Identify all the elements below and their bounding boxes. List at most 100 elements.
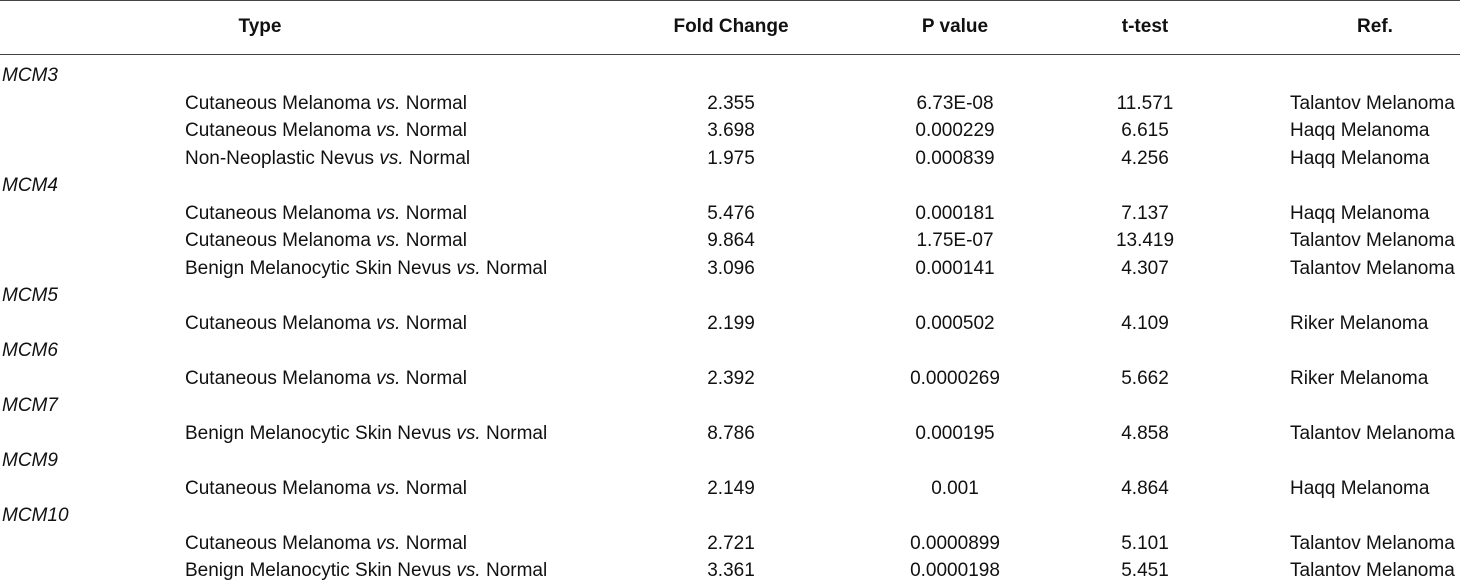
ref-cell: Talantov Melanoma xyxy=(1290,532,1455,554)
p-value-cell: 0.000502 xyxy=(915,312,995,334)
vs-text: vs. xyxy=(456,422,481,444)
gene-label: MCM9 xyxy=(2,450,58,471)
gene-label: MCM7 xyxy=(2,395,58,416)
type-baseline: Normal xyxy=(405,120,467,141)
t-test-cell: 5.662 xyxy=(1121,367,1169,389)
fold-change-cell: 2.392 xyxy=(707,367,755,389)
ref-cell: Haqq Melanoma xyxy=(1290,120,1430,141)
type-baseline: Normal xyxy=(405,367,467,389)
t-test-cell: 11.571 xyxy=(1116,92,1174,114)
gene-label: MCM3 xyxy=(2,65,58,86)
fold-change-cell: 3.096 xyxy=(707,257,755,279)
header-rule xyxy=(0,54,1460,55)
ref-cell: Talantov Melanoma xyxy=(1290,92,1455,114)
table-row: Cutaneous Melanoma vs. Normal 2.149 0.001 4… xyxy=(0,475,1460,503)
ref-cell: Riker Melanoma xyxy=(1290,367,1429,389)
table-top-rule xyxy=(0,0,1460,1)
p-value-cell: 0.000839 xyxy=(915,147,995,169)
vs-text: vs. xyxy=(376,367,401,389)
ref-cell: Talantov Melanoma xyxy=(1290,422,1455,444)
table-row: Cutaneous Melanoma vs. Normal 2.199 0.0005… xyxy=(0,310,1460,338)
type-baseline: Normal xyxy=(485,257,548,279)
type-cell: Cutaneous Melanoma vs. Normal xyxy=(185,310,467,338)
table-row: Cutaneous Melanoma vs. Normal 5.476 0.0001… xyxy=(0,200,1460,228)
type-cell: Benign Melanocytic Skin Nevus vs. Normal xyxy=(185,255,547,283)
table-row: Benign Melanocytic Skin Nevus vs. Normal… xyxy=(0,255,1460,283)
vs-text: vs. xyxy=(456,560,481,581)
type-subject: Cutaneous Melanoma xyxy=(185,477,371,499)
gene-label: MCM10 xyxy=(2,505,69,526)
type-cell: Cutaneous Melanoma vs. Normal xyxy=(185,365,467,393)
vs-text: vs. xyxy=(376,202,401,224)
header-p-value: P value xyxy=(921,16,989,37)
p-value-cell: 0.001 xyxy=(931,477,979,499)
p-value-cell: 1.75E-07 xyxy=(916,230,994,251)
type-cell: Non-Neoplastic Nevus vs. Normal xyxy=(185,145,470,173)
table-row: Cutaneous Melanoma vs. Normal 2.355 6.73E-… xyxy=(0,90,1460,118)
ref-cell: Haqq Melanoma xyxy=(1290,147,1430,169)
type-baseline: Normal xyxy=(405,477,467,499)
header-fold-change: Fold Change xyxy=(673,16,789,37)
type-baseline: Normal xyxy=(485,422,548,444)
p-value-cell: 0.000195 xyxy=(915,422,995,444)
table-row: Benign Melanocytic Skin Nevus vs. Normal… xyxy=(0,557,1460,585)
type-cell: Benign Melanocytic Skin Nevus vs. Normal xyxy=(185,557,547,585)
vs-text: vs. xyxy=(376,532,401,554)
t-test-cell: 6.615 xyxy=(1121,120,1169,141)
table-row: Cutaneous Melanoma vs. Normal 9.864 1.75E-… xyxy=(0,227,1460,255)
table-row: Cutaneous Melanoma vs. Normal 3.698 0.0002… xyxy=(0,117,1460,145)
vs-text: vs. xyxy=(456,257,481,279)
type-baseline: Normal xyxy=(405,532,467,554)
type-cell: Cutaneous Melanoma vs. Normal xyxy=(185,475,467,503)
header-t-test: t-test xyxy=(1121,16,1169,37)
t-test-cell: 7.137 xyxy=(1121,202,1169,224)
gene-label: MCM6 xyxy=(2,340,58,361)
p-value-cell: 0.000181 xyxy=(915,202,995,224)
vs-text: vs. xyxy=(376,120,401,141)
type-baseline: Normal xyxy=(405,312,467,334)
type-subject: Cutaneous Melanoma xyxy=(185,120,371,141)
ref-cell: Haqq Melanoma xyxy=(1290,202,1430,224)
table-header: Type Fold Change P value t-test Ref. xyxy=(0,0,1460,54)
table-row: Cutaneous Melanoma vs. Normal 2.392 0.0000… xyxy=(0,365,1460,393)
type-subject: Cutaneous Melanoma xyxy=(185,230,371,251)
header-ref: Ref. xyxy=(1357,16,1393,37)
t-test-cell: 4.864 xyxy=(1121,477,1169,499)
fold-change-cell: 2.199 xyxy=(707,312,755,334)
type-subject: Cutaneous Melanoma xyxy=(185,92,371,114)
vs-text: vs. xyxy=(376,230,401,251)
fold-change-cell: 9.864 xyxy=(707,230,755,251)
type-subject: Benign Melanocytic Skin Nevus xyxy=(185,257,452,279)
type-baseline: Normal xyxy=(405,230,467,251)
header-type: Type xyxy=(238,16,282,37)
type-baseline: Normal xyxy=(408,147,471,169)
table-row: Cutaneous Melanoma vs. Normal 2.721 0.0000… xyxy=(0,530,1460,558)
vs-text: vs. xyxy=(379,147,404,169)
vs-text: vs. xyxy=(376,477,401,499)
t-test-cell: 5.101 xyxy=(1121,532,1169,554)
t-test-cell: 4.858 xyxy=(1121,422,1169,444)
type-subject: Cutaneous Melanoma xyxy=(185,312,371,334)
type-cell: Cutaneous Melanoma vs. Normal xyxy=(185,530,467,558)
fold-change-cell: 2.149 xyxy=(707,477,755,499)
type-subject: Benign Melanocytic Skin Nevus xyxy=(185,422,452,444)
p-value-cell: 0.000141 xyxy=(915,257,995,279)
type-cell: Benign Melanocytic Skin Nevus vs. Normal xyxy=(185,420,547,448)
p-value-cell: 0.000229 xyxy=(915,120,995,141)
type-subject: Cutaneous Melanoma xyxy=(185,367,371,389)
t-test-cell: 13.419 xyxy=(1115,230,1175,251)
p-value-cell: 0.0000198 xyxy=(910,560,1000,581)
fold-change-cell: 3.698 xyxy=(707,120,755,141)
p-value-cell: 0.0000269 xyxy=(910,367,1000,389)
table-row: Benign Melanocytic Skin Nevus vs. Normal… xyxy=(0,420,1460,448)
type-cell: Cutaneous Melanoma vs. Normal xyxy=(185,200,467,228)
fold-change-cell: 2.721 xyxy=(707,532,755,554)
type-baseline: Normal xyxy=(485,560,548,581)
type-cell: Cutaneous Melanoma vs. Normal xyxy=(185,227,467,255)
type-baseline: Normal xyxy=(405,202,467,224)
table-row: Non-Neoplastic Nevus vs. Normal 1.975 0.00… xyxy=(0,145,1460,173)
ref-cell: Talantov Melanoma xyxy=(1290,230,1455,251)
p-value-cell: 6.73E-08 xyxy=(916,92,994,114)
ref-cell: Haqq Melanoma xyxy=(1290,477,1430,499)
